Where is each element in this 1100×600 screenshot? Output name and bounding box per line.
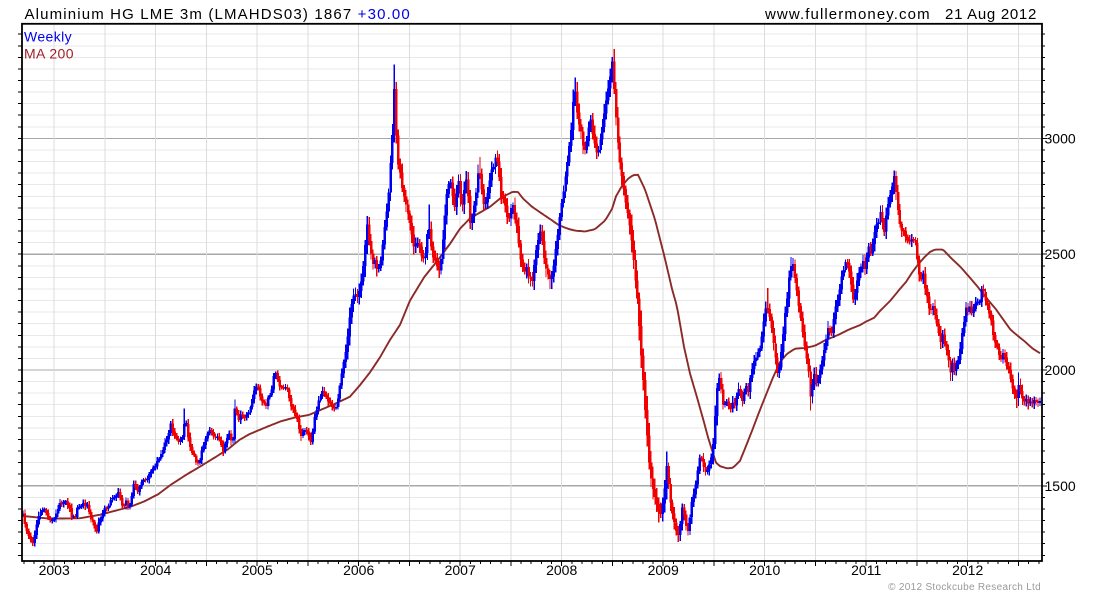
svg-text:© 2012 Stockcube Research Ltd: © 2012 Stockcube Research Ltd [888, 582, 1041, 593]
svg-text:2006: 2006 [343, 562, 374, 578]
svg-text:2003: 2003 [39, 562, 70, 578]
svg-text:Weekly: Weekly [24, 29, 72, 45]
svg-text:2004: 2004 [140, 562, 171, 578]
svg-text:2500: 2500 [1045, 246, 1076, 262]
svg-text:21 Aug 2012: 21 Aug 2012 [945, 6, 1037, 23]
svg-text:1500: 1500 [1045, 478, 1076, 494]
svg-text:2011: 2011 [851, 562, 881, 578]
svg-text:MA 200: MA 200 [24, 46, 74, 62]
svg-text:2010: 2010 [749, 562, 780, 578]
svg-text:www.fullermoney.com: www.fullermoney.com [764, 6, 931, 23]
svg-text:Aluminium HG LME 3m (LMAHDS03): Aluminium HG LME 3m (LMAHDS03) 1867 +30.… [25, 6, 411, 23]
svg-text:2005: 2005 [242, 562, 273, 578]
svg-text:2008: 2008 [546, 562, 577, 578]
svg-text:2000: 2000 [1045, 362, 1076, 378]
svg-text:3000: 3000 [1045, 130, 1076, 146]
svg-text:2012: 2012 [952, 562, 983, 578]
svg-text:2009: 2009 [648, 562, 679, 578]
svg-text:2007: 2007 [445, 562, 476, 578]
